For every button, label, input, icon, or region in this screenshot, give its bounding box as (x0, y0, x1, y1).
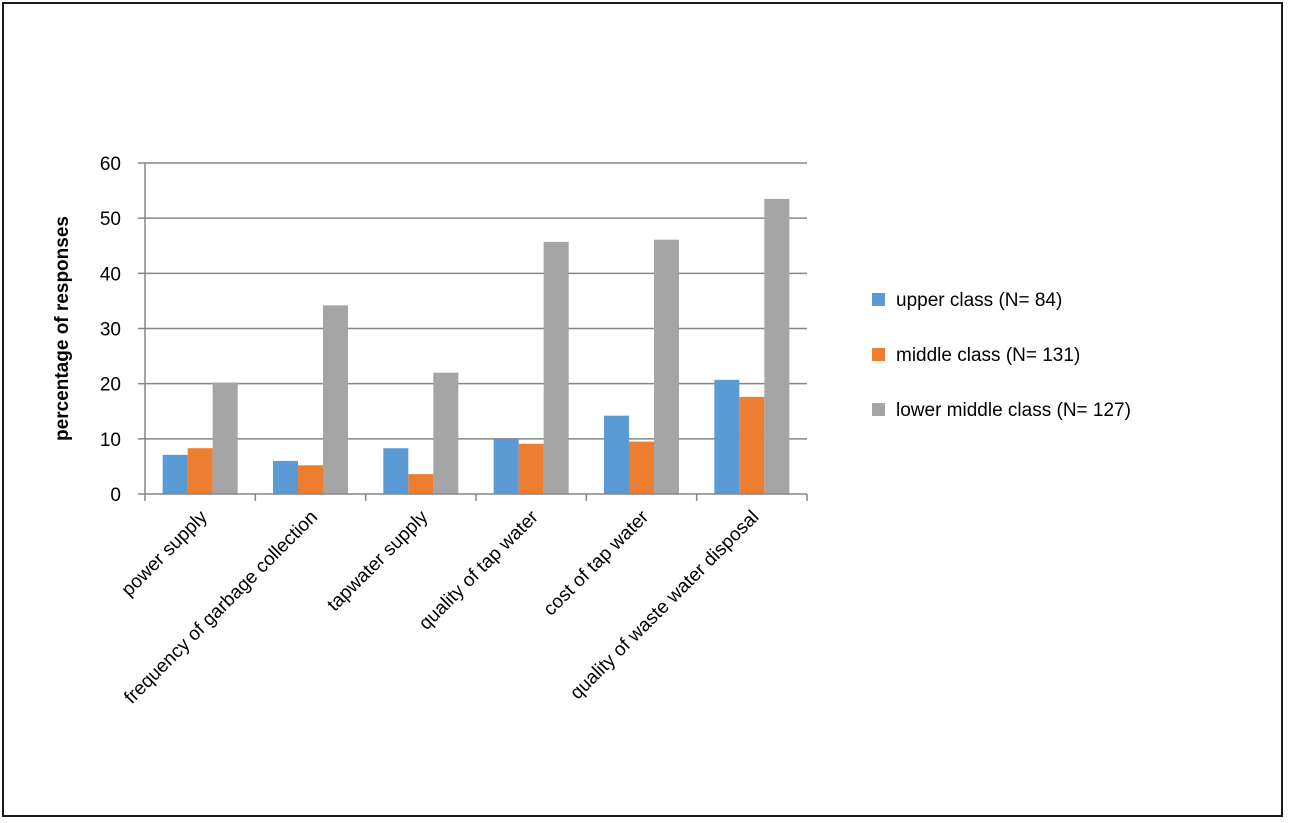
gridlines (145, 162, 807, 440)
bar (739, 396, 765, 494)
legend-label: middle class (N= 131) (896, 345, 1080, 366)
bar (162, 454, 188, 494)
bar (543, 241, 569, 494)
y-tick-labels: 0 10 20 30 40 50 60 (100, 154, 121, 506)
legend: upper class (N= 84) middle class (N= 131)… (872, 290, 1131, 421)
legend-swatch (872, 403, 885, 416)
x-tick-label: tapwater supply (323, 506, 432, 615)
bar (518, 443, 544, 494)
bar (408, 474, 434, 494)
bar (433, 372, 459, 494)
bar (273, 460, 298, 494)
legend-swatch (872, 293, 885, 306)
bar (493, 439, 519, 494)
bar (764, 198, 790, 494)
bar (654, 239, 679, 494)
x-tick-label: quality of waste water disposal (566, 507, 763, 704)
y-tick-label: 50 (100, 209, 121, 230)
legend-swatch (872, 348, 885, 361)
bar (187, 448, 213, 494)
y-tick-label: 20 (100, 375, 121, 396)
bar (212, 382, 238, 494)
legend-label: lower middle class (N= 127) (896, 400, 1131, 421)
bars (162, 198, 790, 494)
x-tick-label: frequency of garbage collection (120, 507, 322, 709)
y-tick-label: 60 (100, 154, 121, 175)
y-axis-label: percentage of responses (52, 216, 73, 441)
x-tick-label: cost of tap water (540, 506, 654, 620)
x-tick-label: quality of tap water (415, 506, 543, 634)
x-tick-label: power supply (118, 506, 212, 600)
bar (383, 448, 409, 494)
y-tick-label: 10 (100, 430, 121, 451)
y-tick-label: 0 (110, 485, 121, 506)
y-tick-label: 40 (100, 264, 121, 285)
bar (714, 379, 740, 494)
bar (604, 415, 629, 494)
bar (323, 305, 348, 494)
bar (629, 441, 654, 494)
legend-label: upper class (N= 84) (896, 290, 1062, 311)
axes (138, 162, 808, 501)
y-tick-label: 30 (100, 320, 121, 341)
bar (298, 465, 323, 494)
